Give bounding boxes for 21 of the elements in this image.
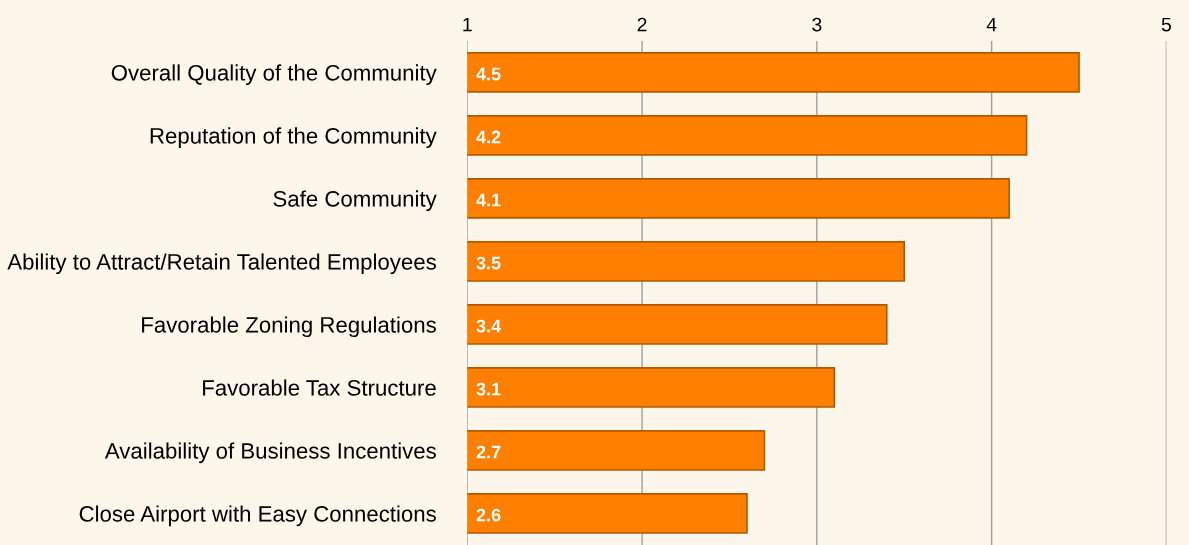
y-tick-label: Favorable Tax Structure [203,379,436,396]
data-label: 4.2 [476,130,501,144]
y-tick-label: Favorable Zoning Regulations [142,316,436,338]
data-label: 3.4 [476,319,502,333]
y-tick-label: Overall Quality of the Community [111,64,437,86]
y-tick-label: Safe Community [273,190,437,212]
data-label: 4.1 [476,193,501,207]
y-tick-label: Availability of Business Incentives [104,442,436,464]
data-label: 3.1 [476,382,501,396]
x-tick-label: 5 [1161,17,1171,32]
data-label: 4.5 [476,67,501,81]
data-label: 2.6 [476,508,501,522]
y-tick-label: Close Airport with Easy Connections [79,505,436,527]
x-tick-label: 1 [463,17,472,32]
y-tick-label: Reputation of the Community [150,127,437,149]
x-tick-label: 3 [812,17,822,32]
data-label: 2.7 [476,445,501,459]
x-tick-label: 4 [986,17,997,32]
y-tick-label: Ability to Attract/Retain Talented Employees [7,253,436,275]
x-tick-label: 2 [637,17,647,32]
data-label: 3.5 [476,256,501,270]
